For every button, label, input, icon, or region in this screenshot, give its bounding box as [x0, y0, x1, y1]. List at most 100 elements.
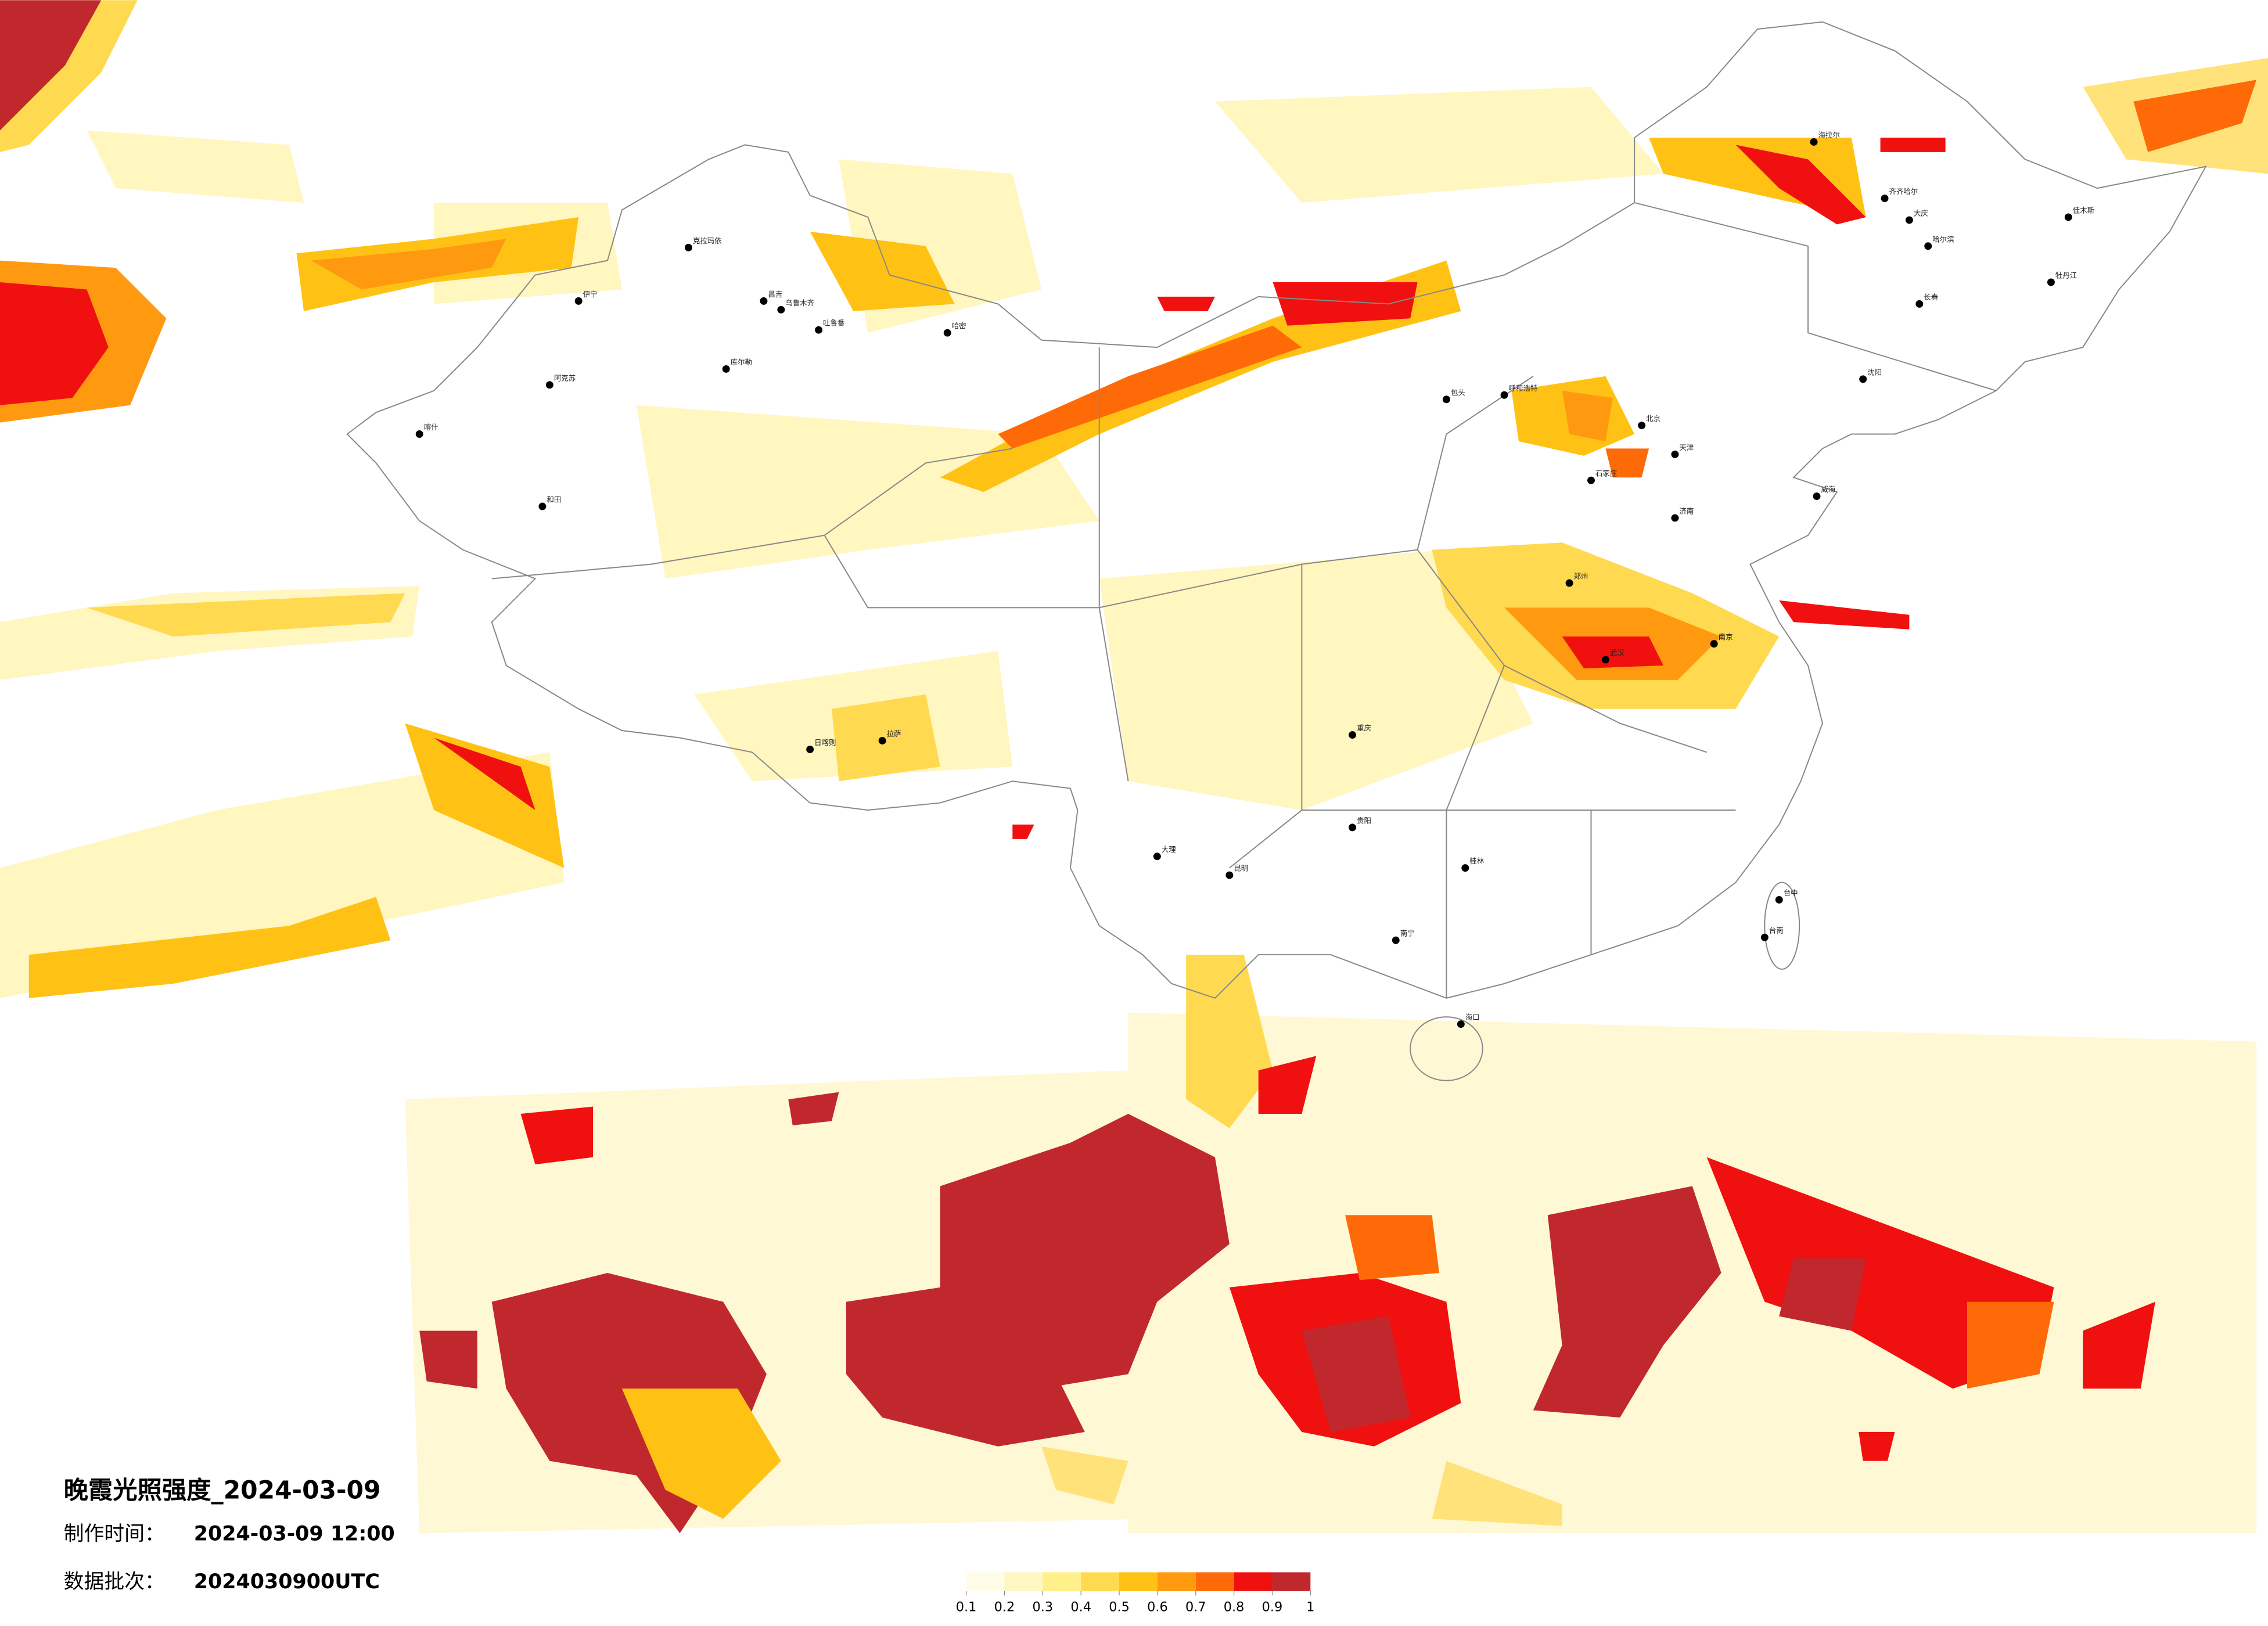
city-dot	[574, 297, 583, 305]
city-dot	[1638, 422, 1646, 430]
colorbar-box	[1119, 1572, 1158, 1591]
city-label: 克拉玛依	[693, 236, 722, 245]
colorbar-tick-label: 0.9	[1262, 1600, 1283, 1615]
city-label: 昆明	[1234, 864, 1248, 873]
colorbar-tick-label: 0.7	[1185, 1600, 1206, 1615]
city-label: 南京	[1719, 632, 1733, 641]
batch: 2024030900UTC	[194, 1570, 380, 1593]
city-dot	[2064, 213, 2072, 221]
city-label: 桂林	[1469, 857, 1484, 865]
city-label: 南宁	[1400, 929, 1415, 938]
city-label: 北京	[1646, 414, 1660, 423]
intensity-field	[0, 0, 2268, 1534]
colorbar-tick-label: 0.6	[1147, 1600, 1168, 1615]
city-label: 牡丹江	[2055, 271, 2077, 280]
city-dot	[1587, 476, 1595, 484]
city-label: 喀什	[424, 423, 438, 431]
colorbar-box	[1004, 1572, 1043, 1591]
city-dot	[1601, 656, 1609, 664]
city-dot	[722, 365, 730, 373]
city-label: 哈密	[952, 322, 966, 330]
city-dot	[1775, 895, 1783, 904]
city-label: 威海	[1821, 485, 1835, 494]
colorbar-tick-label: 0.2	[994, 1600, 1015, 1615]
city-dot	[1671, 450, 1679, 458]
colorbar: 0.1 0.2 0.3 0.4 0.5 0.6 0.7 0.8 0.9 1	[956, 1572, 1314, 1615]
city-dot	[1710, 640, 1718, 648]
city-dot	[1905, 216, 1913, 224]
colorbar-tick-label: 0.3	[1033, 1600, 1054, 1615]
city-label: 伊宁	[583, 290, 598, 298]
city-label: 天津	[1679, 443, 1694, 452]
city-dot	[777, 305, 785, 314]
city-dot	[545, 381, 553, 389]
city-label: 重庆	[1357, 724, 1371, 732]
borders	[346, 21, 2207, 1081]
city-dot	[806, 745, 814, 753]
city-label: 阿克苏	[554, 373, 576, 382]
city-dot	[1225, 871, 1234, 879]
city-label: 日喀则	[814, 738, 836, 747]
city-label: 呼和浩特	[1509, 384, 1538, 393]
city-label: 大庆	[1914, 208, 1928, 217]
city-label: 和田	[547, 495, 561, 504]
city-label: 郑州	[1574, 572, 1588, 581]
city-label: 长春	[1924, 293, 1938, 301]
city-label: 乌鲁木齐	[785, 298, 814, 307]
city-dot	[538, 502, 547, 510]
city-label: 海拉尔	[1818, 131, 1839, 139]
city-label: 贵阳	[1357, 816, 1371, 825]
city-label: 佳木斯	[2073, 206, 2094, 214]
city-label: 包头	[1451, 388, 1465, 397]
city-label: 沈阳	[1867, 368, 1882, 376]
city-label: 大理	[1162, 845, 1176, 854]
city-dot	[1349, 823, 1357, 832]
colorbar-box	[1157, 1572, 1196, 1591]
city-dot	[1760, 933, 1769, 941]
city-label: 拉萨	[887, 729, 901, 738]
city-label: 昌吉	[768, 290, 782, 298]
city-dot	[1810, 138, 1818, 146]
city-dot	[1924, 242, 1932, 250]
city-label: 台中	[1784, 888, 1798, 897]
batch-label: 数据批次：	[64, 1570, 165, 1593]
city-label: 济南	[1679, 506, 1694, 515]
city-dot	[815, 326, 823, 334]
city-dot	[1457, 1020, 1465, 1028]
colorbar-box	[966, 1572, 1005, 1591]
city-dot	[1671, 514, 1679, 522]
colorbar-tick-label: 1	[1306, 1600, 1314, 1615]
city-dot	[1859, 375, 1867, 383]
city-dot	[1442, 395, 1450, 404]
city-label: 武汉	[1610, 649, 1624, 657]
colorbar-box	[1195, 1572, 1234, 1591]
city-dot	[878, 737, 886, 744]
made-label: 制作时间：	[64, 1523, 165, 1546]
colorbar-tick-label: 0.5	[1109, 1600, 1130, 1615]
made-time: 2024-03-09 12:00	[194, 1523, 395, 1546]
colorbar-tick-label: 0.1	[956, 1600, 977, 1615]
city-dot	[1392, 936, 1400, 944]
city-label: 海口	[1465, 1013, 1480, 1021]
colorbar-box	[1081, 1572, 1120, 1591]
city-label: 吐鲁番	[823, 319, 845, 328]
city-dot	[1500, 391, 1508, 399]
city-dot	[1461, 864, 1469, 872]
colorbar-box	[1234, 1572, 1273, 1591]
city-dot	[1565, 579, 1573, 587]
city-label: 齐齐哈尔	[1889, 187, 1918, 196]
city-dot	[1915, 300, 1924, 308]
city-dot	[1813, 492, 1821, 501]
city-label: 哈尔滨	[1932, 235, 1954, 243]
city-dot	[415, 430, 423, 438]
city-dot	[943, 329, 951, 337]
colorbar-box	[1272, 1572, 1311, 1591]
city-dot	[2047, 278, 2055, 286]
map-title: 晚霞光照强度_2024-03-09	[64, 1476, 381, 1504]
city-dot	[760, 297, 768, 305]
colorbar-tick-label: 0.4	[1070, 1600, 1091, 1615]
city-dot	[684, 243, 692, 251]
city-dot	[1153, 852, 1161, 861]
